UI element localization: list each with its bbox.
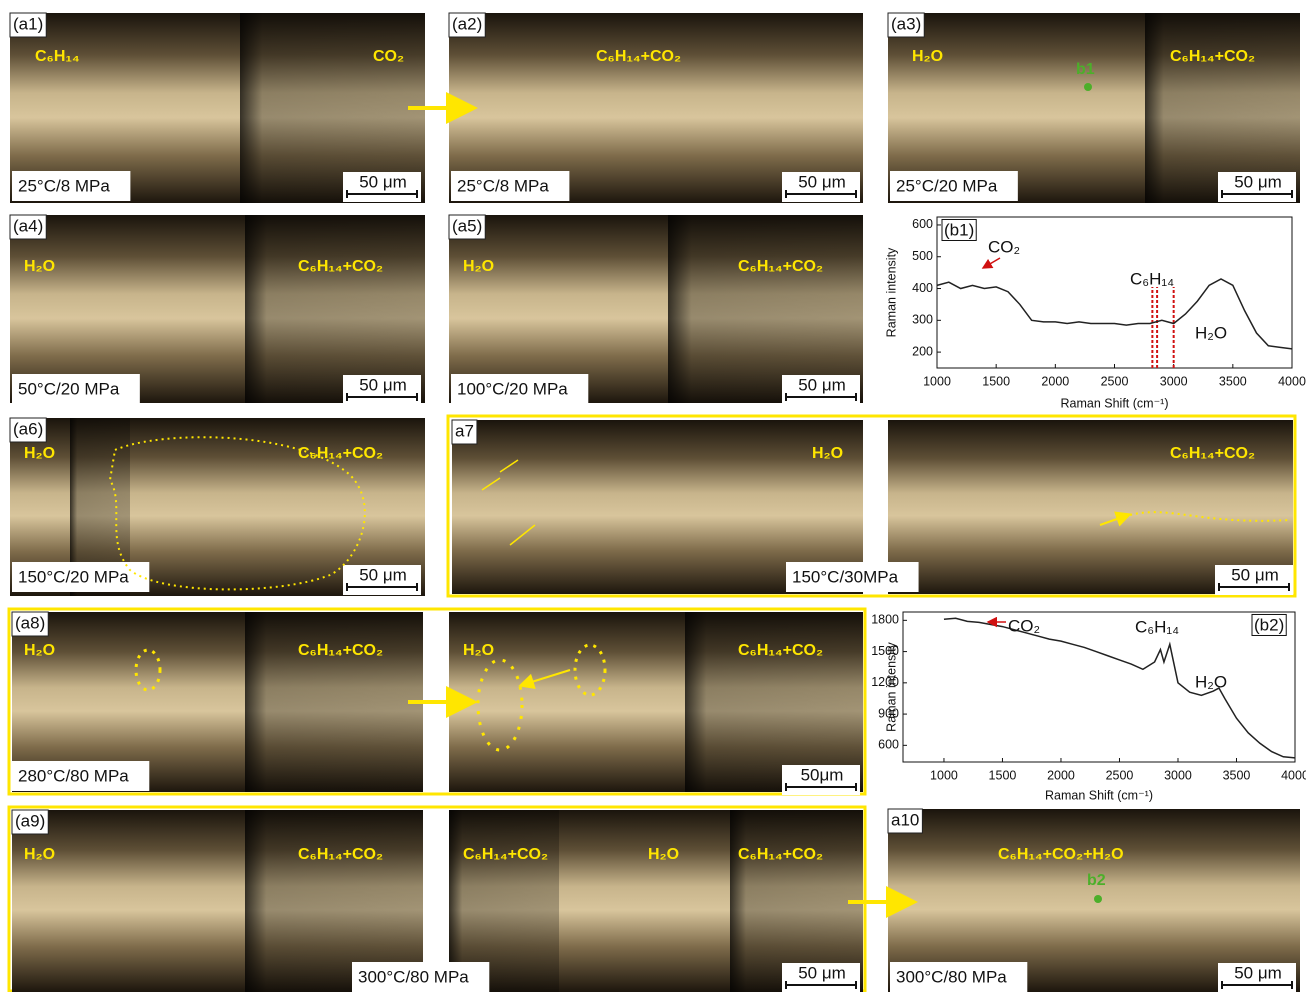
x-tick-label: 1000 bbox=[923, 374, 951, 388]
panel-label: (a2) bbox=[452, 14, 482, 33]
y-tick-label: 500 bbox=[912, 249, 933, 263]
phase-label: H₂O bbox=[24, 846, 55, 863]
scale-label: 50 μm bbox=[798, 375, 846, 394]
x-tick-label: 3000 bbox=[1164, 768, 1192, 782]
condition: 280°C/80 MPa bbox=[18, 766, 129, 785]
phase-label: C₆H₁₄+CO₂ bbox=[298, 642, 383, 659]
phase-label: H₂O bbox=[24, 445, 55, 462]
condition: 150°C/20 MPa bbox=[18, 567, 129, 586]
page: (a1) C₆H₁₄ CO₂ 25°C/8 MPa 50 μm (a2) C₆H₁₄+CO₂… bbox=[0, 0, 1306, 992]
annotation: H₂O bbox=[1195, 323, 1227, 342]
annotation: C₆H₁₄ bbox=[1130, 269, 1174, 288]
condition: 100°C/20 MPa bbox=[457, 379, 568, 398]
scale-label: 50 μm bbox=[798, 172, 846, 191]
scale-label: 50 μm bbox=[359, 565, 407, 584]
scale-label: 50μm bbox=[801, 765, 844, 784]
scale-label: 50 μm bbox=[359, 375, 407, 394]
panel-label: (a8) bbox=[15, 613, 45, 632]
annotation: H₂O bbox=[1195, 672, 1227, 691]
y-axis-title: Raman intensity bbox=[884, 641, 898, 731]
phase-label: C₆H₁₄+CO₂ bbox=[738, 846, 823, 863]
y-tick-label: 300 bbox=[912, 313, 933, 327]
annotation: CO₂ bbox=[988, 237, 1020, 256]
x-tick-label: 4000 bbox=[1278, 374, 1306, 388]
condition: 25°C/8 MPa bbox=[457, 176, 549, 195]
x-tick-label: 3500 bbox=[1223, 768, 1251, 782]
panel-label: (a6) bbox=[13, 419, 43, 438]
phase-label: C₆H₁₄+CO₂ bbox=[1170, 445, 1255, 462]
x-tick-label: 1500 bbox=[982, 374, 1010, 388]
condition: 25°C/8 MPa bbox=[18, 176, 110, 195]
condition: 25°C/20 MPa bbox=[896, 176, 998, 195]
phase-label: H₂O bbox=[812, 445, 843, 462]
x-tick-label: 3500 bbox=[1219, 374, 1247, 388]
annotation: CO₂ bbox=[1008, 616, 1040, 635]
phase-label: H₂O bbox=[24, 258, 55, 275]
x-tick-label: 1000 bbox=[930, 768, 958, 782]
annotation: (b2) bbox=[1254, 615, 1284, 634]
y-tick-label: 600 bbox=[912, 217, 933, 231]
annotation: C₆H₁₄ bbox=[1135, 617, 1179, 636]
scale-label: 50 μm bbox=[359, 172, 407, 191]
condition: 300°C/80 MPa bbox=[896, 967, 1007, 986]
interface-shade bbox=[245, 612, 423, 792]
panel-label: a7 bbox=[455, 421, 474, 440]
y-tick-label: 1800 bbox=[871, 613, 899, 627]
phase-label: H₂O bbox=[912, 48, 943, 65]
condition: 300°C/80 MPa bbox=[358, 967, 469, 986]
y-tick-label: 600 bbox=[878, 738, 899, 752]
phase-label: C₆H₁₄+CO₂ bbox=[738, 642, 823, 659]
scale-label: 50 μm bbox=[1234, 172, 1282, 191]
panel-label: (a1) bbox=[13, 14, 43, 33]
x-tick-label: 3000 bbox=[1160, 374, 1188, 388]
phase-label: H₂O bbox=[648, 846, 679, 863]
x-tick-label: 4000 bbox=[1281, 768, 1306, 782]
x-tick-label: 1500 bbox=[989, 768, 1017, 782]
x-tick-label: 2500 bbox=[1106, 768, 1134, 782]
phase-label: H₂O bbox=[463, 258, 494, 275]
plot-area bbox=[903, 612, 1295, 762]
figure: (a1) C₆H₁₄ CO₂ 25°C/8 MPa 50 μm (a2) C₆H₁₄+CO₂… bbox=[0, 0, 1306, 992]
measure-point bbox=[1094, 895, 1102, 903]
phase-label: CO₂ bbox=[373, 48, 404, 65]
panel-label: (a4) bbox=[13, 216, 43, 235]
phase-label: C₆H₁₄+CO₂ bbox=[738, 258, 823, 275]
x-axis-title: Raman Shift (cm⁻¹) bbox=[1045, 788, 1153, 802]
x-tick-label: 2000 bbox=[1041, 374, 1069, 388]
condition: 150°C/30MPa bbox=[792, 567, 899, 586]
x-axis-title: Raman Shift (cm⁻¹) bbox=[1060, 396, 1168, 410]
phase-label: C₆H₁₄+CO₂ bbox=[596, 48, 681, 65]
scale-label: 50 μm bbox=[798, 963, 846, 982]
panel-label: (a5) bbox=[452, 216, 482, 235]
x-tick-label: 2500 bbox=[1101, 374, 1129, 388]
y-axis-title: Raman intensity bbox=[884, 247, 898, 337]
scale-label: 50 μm bbox=[1234, 963, 1282, 982]
phase-label: C₆H₁₄+CO₂ bbox=[1170, 48, 1255, 65]
phase-label: C₆H₁₄+CO₂+H₂O bbox=[998, 846, 1124, 863]
panel-label: a10 bbox=[891, 810, 919, 829]
phase-label: C₆H₁₄ bbox=[35, 48, 80, 65]
phase-label: C₆H₁₄+CO₂ bbox=[463, 846, 548, 863]
panel-label: (a9) bbox=[15, 811, 45, 830]
annotation: (b1) bbox=[944, 220, 974, 239]
phase-label: H₂O bbox=[463, 642, 494, 659]
phase-label: b2 bbox=[1087, 872, 1106, 889]
x-tick-label: 2000 bbox=[1047, 768, 1075, 782]
measure-point bbox=[1084, 83, 1092, 91]
phase-label: C₆H₁₄+CO₂ bbox=[298, 846, 383, 863]
y-tick-label: 200 bbox=[912, 344, 933, 358]
phase-label: H₂O bbox=[24, 642, 55, 659]
phase-label: b1 bbox=[1076, 61, 1095, 78]
condition: 50°C/20 MPa bbox=[18, 379, 120, 398]
panel-label: (a3) bbox=[891, 14, 921, 33]
scale-label: 50 μm bbox=[1231, 565, 1279, 584]
y-tick-label: 400 bbox=[912, 281, 933, 295]
phase-label: C₆H₁₄+CO₂ bbox=[298, 258, 383, 275]
